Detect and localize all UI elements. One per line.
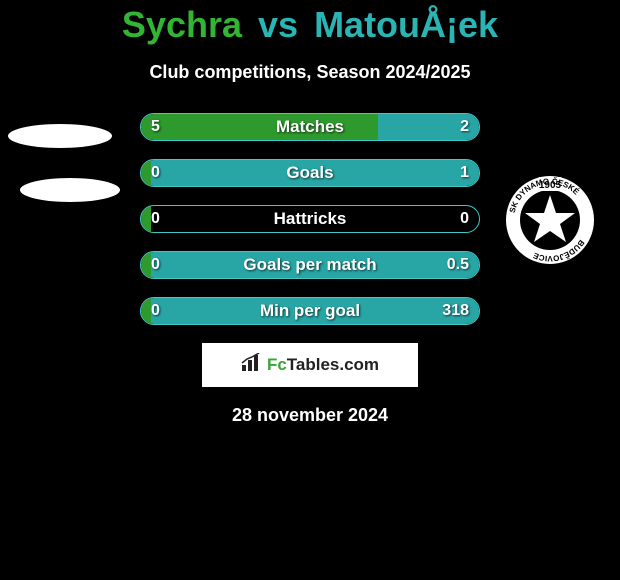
stat-row: 0318Min per goal	[140, 297, 480, 325]
title-vs: vs	[258, 4, 298, 45]
stat-label: Hattricks	[141, 206, 479, 232]
source-badge: FcTables.com	[202, 343, 418, 387]
badge-prefix: Fc	[267, 355, 287, 374]
badge-text: FcTables.com	[267, 355, 379, 375]
stats-area: 52Matches 01Goals 00Hattricks 00.5Goals per…	[0, 113, 620, 325]
stat-label: Min per goal	[141, 298, 479, 324]
stat-row: 00Hattricks	[140, 205, 480, 233]
stat-label: Matches	[141, 114, 479, 140]
stat-row: 00.5Goals per match	[140, 251, 480, 279]
stat-label: Goals per match	[141, 252, 479, 278]
title-player1: Sychra	[122, 4, 242, 45]
stat-label: Goals	[141, 160, 479, 186]
page-title: Sychra vs MatouÅ¡ek	[0, 0, 620, 46]
badge-suffix: Tables.com	[287, 355, 379, 374]
stat-row: 52Matches	[140, 113, 480, 141]
subtitle: Club competitions, Season 2024/2025	[0, 62, 620, 83]
title-player2: MatouÅ¡ek	[314, 4, 498, 45]
date-text: 28 november 2024	[0, 405, 620, 426]
stat-row: 01Goals	[140, 159, 480, 187]
bar-chart-icon	[241, 353, 263, 378]
